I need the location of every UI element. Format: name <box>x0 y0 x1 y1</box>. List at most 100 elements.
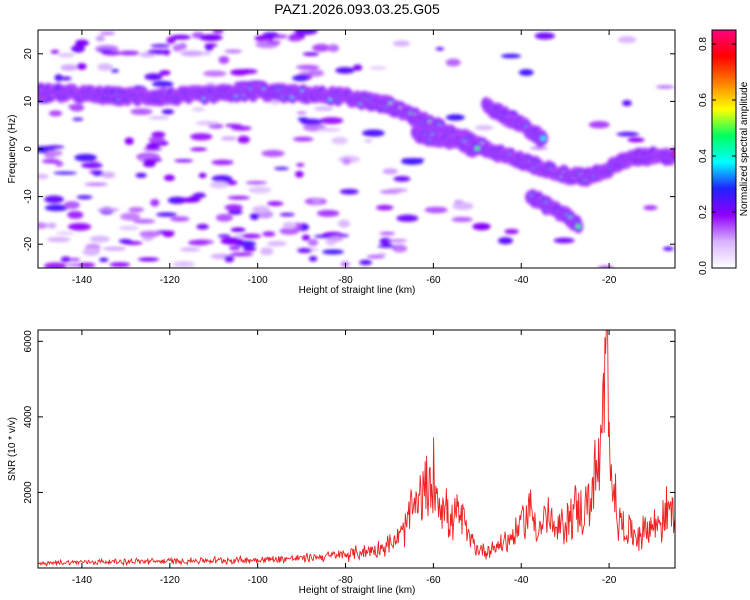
heatmap-blob <box>672 151 675 157</box>
heatmap-blob <box>146 142 160 150</box>
heatmap-blob <box>120 212 141 221</box>
spectrogram-y-axis-label: Frequency (Hz) <box>7 115 18 184</box>
heatmap-blob <box>627 137 645 143</box>
heatmap-blob <box>190 147 208 152</box>
heatmap-blob <box>359 259 373 266</box>
heatmap-blob <box>308 256 318 262</box>
heatmap-blob <box>366 254 385 259</box>
heatmap-blob <box>84 182 108 187</box>
heatmap-blob <box>174 159 194 163</box>
heatmap-blob <box>352 64 363 71</box>
heatmap-blob <box>192 107 205 112</box>
heatmap-blob <box>170 216 190 222</box>
heatmap-blob <box>292 136 314 142</box>
heatmap-blob <box>296 162 305 167</box>
heatmap-blob <box>128 207 145 213</box>
heatmap-blob <box>198 172 207 179</box>
snr-series-line <box>38 330 675 567</box>
heatmap-blob <box>204 45 214 51</box>
heatmap-blob <box>435 47 444 51</box>
heatmap-blob <box>540 136 546 141</box>
heatmap-blob <box>377 244 396 248</box>
heatmap-blob <box>97 49 114 53</box>
heatmap-blob <box>69 103 85 112</box>
y-tick-label: 2000 <box>23 481 34 504</box>
heatmap-blob <box>95 35 105 42</box>
heatmap-blob <box>296 247 313 254</box>
heatmap-blob <box>504 228 519 235</box>
heatmap-blob <box>195 120 219 126</box>
heatmap-blob <box>148 116 170 120</box>
colorbar: 0.0 0.2 0.4 0.6 0.8 Normalized spectral ampl… <box>698 29 750 275</box>
heatmap-blob <box>296 64 320 70</box>
x-tick-label: -20 <box>602 275 617 286</box>
heatmap-blob <box>337 219 351 228</box>
heatmap-blob <box>97 63 114 71</box>
heatmap-blob <box>217 234 231 238</box>
heatmap-blob <box>312 198 322 205</box>
heatmap-blob <box>152 80 174 88</box>
heatmap-blob <box>588 121 610 129</box>
heatmap-blob <box>369 66 387 70</box>
x-tick-label: -60 <box>426 575 441 586</box>
heatmap-blob <box>553 237 575 244</box>
heatmap-blob <box>375 204 394 211</box>
heatmap-blob <box>44 145 65 149</box>
heatmap-blob <box>109 262 130 268</box>
colorbar-tick-label: 0.0 <box>698 261 709 275</box>
heatmap-blob <box>662 246 674 251</box>
heatmap-blob <box>261 149 285 157</box>
snr-ticks: -140 -120 -100 -80 -60 -40 -20 2000 4000 6000 <box>23 330 675 586</box>
heatmap-blob <box>314 234 332 238</box>
heatmap-blob <box>76 195 93 200</box>
colorbar-tick-label: 0.4 <box>698 149 709 163</box>
colorbar-gradient <box>711 29 737 269</box>
heatmap-blob <box>424 206 448 214</box>
heatmap-blob <box>242 245 257 252</box>
heatmap-blob <box>180 50 205 57</box>
heatmap-blob <box>211 159 234 166</box>
heatmap-blob <box>76 63 87 70</box>
snr-frame <box>37 329 676 569</box>
heatmap-blob <box>362 129 385 137</box>
snr-y-axis-label: SNR (10 * v/v) <box>7 417 18 481</box>
heatmap-blob <box>75 39 89 47</box>
heatmap-blob <box>364 138 373 143</box>
heatmap-blob <box>262 231 276 237</box>
x-tick-label: -120 <box>160 575 180 586</box>
x-tick-label: -40 <box>514 575 529 586</box>
x-tick-label: -140 <box>72 575 92 586</box>
heatmap-blob <box>67 222 92 231</box>
heatmap-blob <box>329 236 344 242</box>
heatmap-blob <box>622 100 632 107</box>
heatmap-blob <box>534 32 555 40</box>
heatmap-blob <box>150 199 160 207</box>
heatmap-blob <box>518 69 534 76</box>
heatmap-blob <box>118 225 139 231</box>
heatmap-blob <box>38 173 49 180</box>
heatmap-blob <box>215 213 233 222</box>
heatmap-blob <box>212 30 224 35</box>
heatmap-blob <box>74 153 97 162</box>
heatmap-blob <box>44 151 57 159</box>
x-tick-label: -60 <box>426 275 441 286</box>
heatmap-blob <box>218 55 230 64</box>
spectrogram-heatmap <box>38 30 675 268</box>
colorbar-tick-label: 0.2 <box>698 205 709 219</box>
heatmap-blob <box>339 188 359 195</box>
heatmap-blob <box>97 208 120 212</box>
heatmap-blob <box>300 118 323 126</box>
heatmap-blob <box>196 223 209 230</box>
heatmap-blob <box>172 261 195 268</box>
heatmap-blob <box>166 36 176 44</box>
heatmap-blob <box>228 245 241 251</box>
heatmap-blob <box>392 244 408 253</box>
heatmap-blob <box>497 237 514 245</box>
heatmap-blob <box>252 205 270 213</box>
heatmap-blob <box>50 49 60 54</box>
heatmap-blob <box>267 40 281 45</box>
heatmap-blob <box>69 257 81 262</box>
heatmap-blob <box>63 201 80 210</box>
heatmap-blob <box>48 110 63 117</box>
